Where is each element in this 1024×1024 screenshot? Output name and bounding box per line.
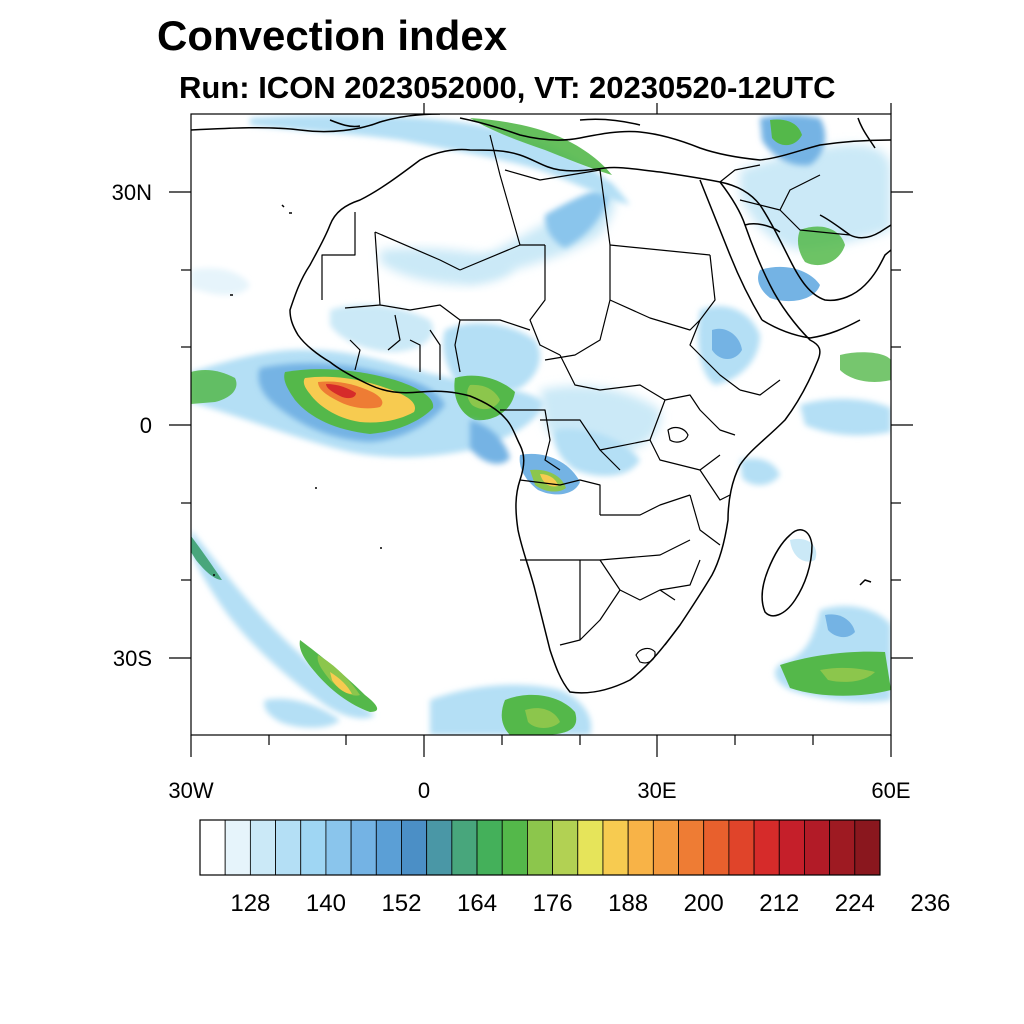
shading-atlantic-red xyxy=(326,384,356,399)
x-axis-labels: 30W 0 30E 60E xyxy=(168,778,910,803)
colorbar-box xyxy=(199,819,226,876)
x-tick-label: 30E xyxy=(637,778,676,803)
chart-subtitle: Run: ICON 2023052000, VT: 20230520-12UTC xyxy=(179,70,836,105)
colorbar-box xyxy=(627,819,654,876)
y-tick-label: 30S xyxy=(113,646,152,671)
x-tick-label: 0 xyxy=(418,778,430,803)
colorbar-box xyxy=(778,819,805,876)
colorbar-label: 164 xyxy=(457,890,497,917)
colorbar-labels: 128 140 152 164 176 188 200 212 224 236 xyxy=(230,890,950,917)
colorbar-label: 212 xyxy=(759,890,799,917)
colorbar-box xyxy=(426,819,453,876)
map-ticks xyxy=(169,103,913,757)
colorbar-box xyxy=(854,819,881,876)
colorbar-box xyxy=(476,819,503,876)
colorbar-box xyxy=(829,819,856,876)
colorbar-label: 140 xyxy=(306,890,346,917)
colorbar-label: 128 xyxy=(230,890,270,917)
colorbar-label: 200 xyxy=(684,890,724,917)
y-axis-labels: 30N 0 30S xyxy=(112,180,152,671)
colorbar-box xyxy=(249,819,276,876)
colorbar-box xyxy=(275,819,302,876)
colorbar-box xyxy=(552,819,579,876)
x-tick-label: 30W xyxy=(168,778,213,803)
colorbar-label: 224 xyxy=(835,890,875,917)
colorbar-box xyxy=(728,819,755,876)
colorbar-box xyxy=(527,819,553,876)
colorbar-box xyxy=(501,819,528,876)
chart-title: Convection index xyxy=(157,12,508,59)
arabia-coastline xyxy=(719,181,891,302)
colorbar-box xyxy=(401,819,428,876)
y-tick-label: 30N xyxy=(112,180,152,205)
colorbar-box xyxy=(804,819,831,876)
colorbar-box xyxy=(451,819,478,876)
colorbar xyxy=(199,819,881,876)
colorbar-box xyxy=(602,819,629,876)
convection-shading xyxy=(191,115,891,735)
colorbar-box xyxy=(652,819,679,876)
colorbar-frame xyxy=(199,819,881,876)
x-tick-label: 60E xyxy=(871,778,910,803)
colorbar-box xyxy=(325,819,352,876)
colorbar-box xyxy=(678,819,705,876)
y-tick-label: 0 xyxy=(140,413,152,438)
colorbar-box xyxy=(703,819,730,876)
colorbar-label: 236 xyxy=(910,890,950,917)
colorbar-box xyxy=(375,819,402,876)
country-borders xyxy=(321,134,851,664)
coastlines xyxy=(191,114,891,694)
africa-coastline xyxy=(289,148,821,694)
colorbar-box xyxy=(350,819,377,876)
colorbar-label: 176 xyxy=(533,890,573,917)
colorbar-box xyxy=(224,819,251,876)
map-plot-area xyxy=(191,114,891,735)
colorbar-label: 188 xyxy=(608,890,648,917)
colorbar-box xyxy=(753,819,780,876)
colorbar-box xyxy=(300,819,327,876)
colorbar-box xyxy=(577,819,604,876)
madagascar-coastline xyxy=(761,529,813,617)
colorbar-label: 152 xyxy=(381,890,421,917)
